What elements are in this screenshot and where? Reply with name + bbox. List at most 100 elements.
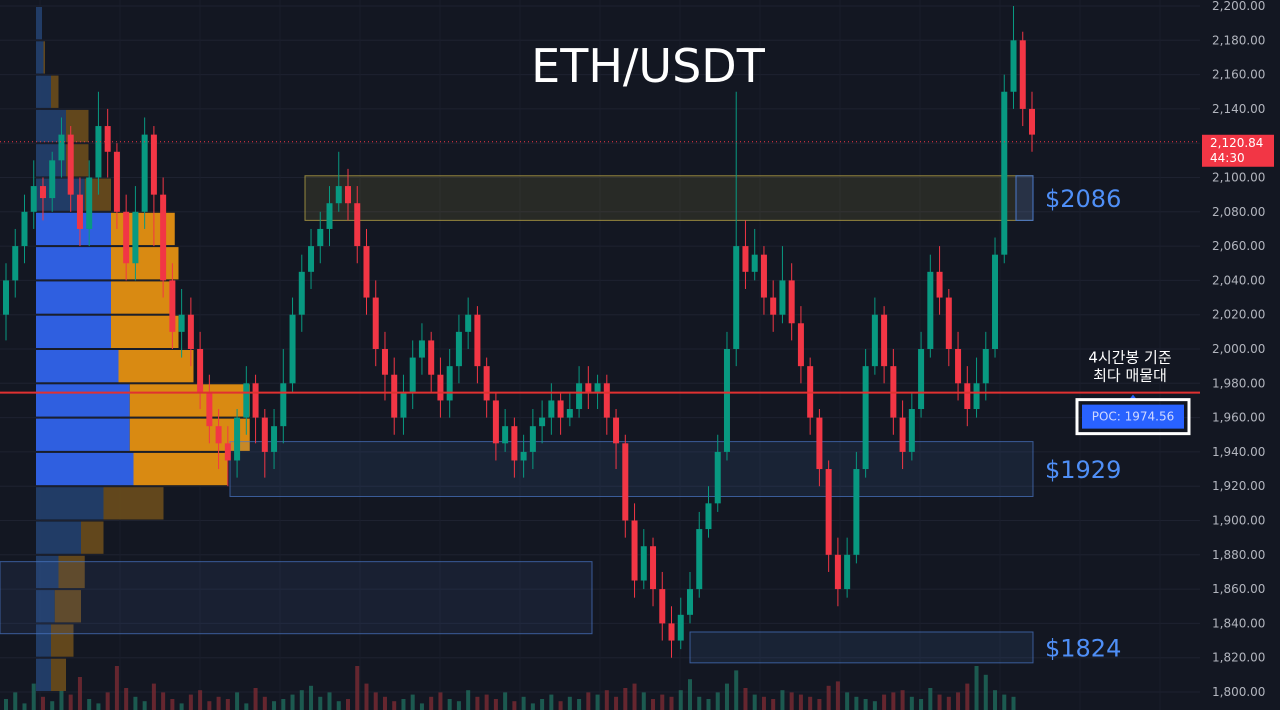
candle-body[interactable]	[788, 280, 795, 324]
candle-body[interactable]	[992, 254, 999, 349]
candle-body[interactable]	[187, 314, 194, 349]
candle-body[interactable]	[428, 340, 435, 375]
candle-body[interactable]	[548, 400, 555, 418]
candle-body[interactable]	[3, 280, 9, 315]
candle-body[interactable]	[206, 391, 213, 427]
candle-body[interactable]	[67, 134, 74, 195]
candle-body[interactable]	[918, 349, 925, 410]
candle-body[interactable]	[594, 383, 601, 392]
candle-body[interactable]	[964, 383, 971, 410]
candle-body[interactable]	[363, 246, 370, 298]
candle-body[interactable]	[539, 417, 546, 427]
candle-body[interactable]	[603, 383, 610, 418]
candle-body[interactable]	[576, 383, 583, 410]
candle-body[interactable]	[733, 246, 740, 349]
candle-body[interactable]	[640, 546, 647, 581]
candle-body[interactable]	[714, 451, 721, 504]
candle-body[interactable]	[631, 520, 638, 581]
candle-body[interactable]	[1001, 91, 1008, 255]
candle-body[interactable]	[298, 271, 305, 315]
candle-body[interactable]	[529, 426, 536, 452]
candle-body[interactable]	[751, 254, 758, 272]
candle-body[interactable]	[955, 349, 962, 384]
candle-body[interactable]	[668, 623, 675, 641]
candle-body[interactable]	[12, 246, 19, 281]
candle-body[interactable]	[613, 417, 620, 444]
candle-body[interactable]	[899, 417, 906, 452]
candle-body[interactable]	[169, 280, 176, 332]
candle-body[interactable]	[492, 400, 499, 444]
candle-body[interactable]	[797, 323, 804, 367]
candle-body[interactable]	[853, 469, 860, 555]
candle-body[interactable]	[21, 211, 28, 247]
candle-body[interactable]	[95, 126, 102, 178]
candle-body[interactable]	[659, 589, 666, 624]
candle-body[interactable]	[696, 529, 703, 590]
candle-body[interactable]	[141, 134, 148, 212]
candle-body[interactable]	[871, 314, 878, 367]
candle-body[interactable]	[770, 297, 777, 315]
candle-body[interactable]	[326, 203, 333, 229]
candle-body[interactable]	[1010, 40, 1017, 92]
candle-body[interactable]	[927, 271, 934, 349]
candle-body[interactable]	[687, 589, 693, 615]
candle-body[interactable]	[197, 349, 204, 392]
candle-body[interactable]	[816, 417, 823, 470]
candle-body[interactable]	[178, 314, 185, 332]
candle-body[interactable]	[372, 297, 379, 349]
candle-body[interactable]	[86, 177, 93, 229]
candle-body[interactable]	[76, 194, 83, 229]
candle-body[interactable]	[723, 349, 730, 452]
candle-body[interactable]	[973, 383, 980, 410]
candle-body[interactable]	[252, 383, 259, 418]
candle-body[interactable]	[150, 134, 157, 195]
candle-body[interactable]	[160, 194, 167, 281]
candle-body[interactable]	[511, 426, 518, 461]
candle-body[interactable]	[409, 357, 416, 392]
candle-body[interactable]	[345, 186, 351, 204]
candle-body[interactable]	[742, 246, 749, 272]
candle-body[interactable]	[243, 383, 250, 418]
candle-body[interactable]	[705, 503, 712, 530]
candle-body[interactable]	[39, 186, 46, 199]
candle-body[interactable]	[557, 400, 564, 418]
candle-body[interactable]	[234, 417, 241, 461]
candle-body[interactable]	[58, 134, 65, 161]
candle-body[interactable]	[844, 554, 851, 590]
candle-body[interactable]	[437, 374, 444, 401]
candle-body[interactable]	[280, 383, 287, 427]
candle-body[interactable]	[132, 211, 139, 264]
candle-body[interactable]	[308, 246, 315, 272]
candle-body[interactable]	[104, 126, 111, 152]
candle-body[interactable]	[317, 228, 324, 247]
candle-body[interactable]	[335, 186, 342, 204]
candle-body[interactable]	[224, 443, 231, 461]
candle-body[interactable]	[465, 314, 472, 332]
candle-body[interactable]	[49, 160, 56, 199]
candle-body[interactable]	[622, 443, 629, 521]
candle-body[interactable]	[936, 271, 943, 298]
candle-body[interactable]	[30, 186, 37, 212]
candle-body[interactable]	[585, 383, 592, 392]
candle-body[interactable]	[677, 614, 684, 641]
candle-body[interactable]	[400, 391, 407, 418]
candles[interactable]	[3, 6, 1035, 658]
candle-body[interactable]	[271, 426, 278, 452]
candle-body[interactable]	[1019, 40, 1026, 109]
candle-body[interactable]	[650, 546, 657, 590]
candle-body[interactable]	[261, 417, 268, 452]
candle-body[interactable]	[566, 409, 573, 418]
candle-body[interactable]	[982, 349, 989, 384]
candle-body[interactable]	[123, 211, 130, 264]
candle-body[interactable]	[1029, 108, 1035, 135]
candle-body[interactable]	[289, 314, 296, 384]
candle-body[interactable]	[418, 340, 425, 358]
candle-body[interactable]	[113, 151, 120, 212]
candle-body[interactable]	[502, 426, 509, 444]
candle-body[interactable]	[862, 366, 869, 470]
candle-body[interactable]	[881, 314, 888, 367]
candle-body[interactable]	[483, 366, 490, 401]
candle-body[interactable]	[381, 349, 388, 375]
candle-body[interactable]	[825, 469, 832, 555]
